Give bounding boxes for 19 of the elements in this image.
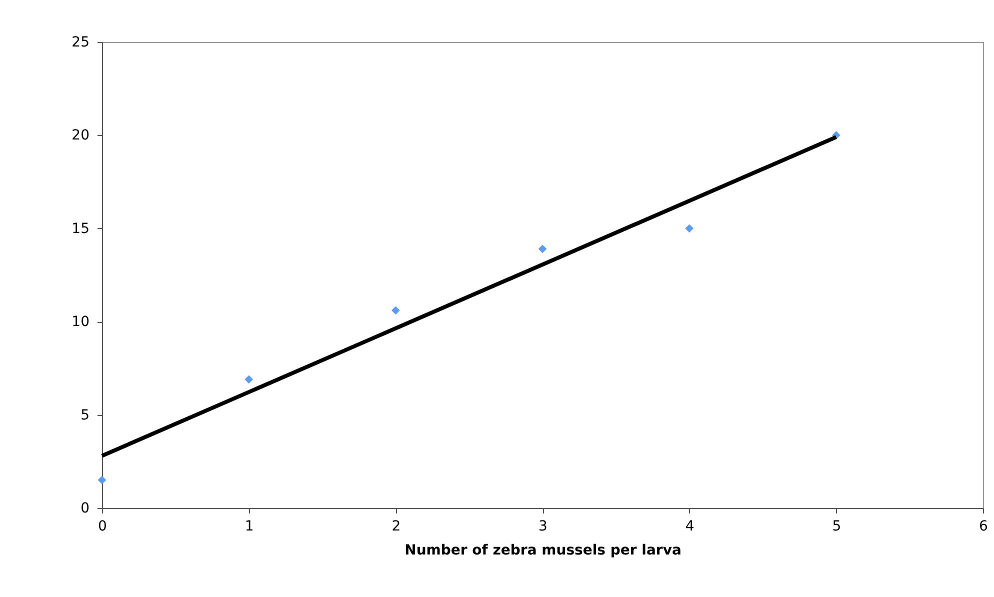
x-tick-label: 3 [538,518,548,534]
y-tick-label: 0 [80,500,90,516]
y-tick-label: 10 [72,314,90,330]
x-tick-label: 6 [979,518,988,534]
y-tick-label: 15 [72,220,90,237]
point [391,306,400,315]
x-tick-label: 2 [392,518,401,534]
point [98,476,106,484]
y-tick-label: 25 [72,34,90,50]
y-tick-label: 20 [72,128,90,144]
point [538,244,547,254]
x-axis-title: Number of zebra mussels per larva [404,542,682,558]
x-tick-label: 4 [685,518,694,534]
x-tick-label: 5 [832,518,842,534]
x-tick-label: 0 [98,518,107,534]
y-tick-label: 5 [80,407,90,424]
point [685,224,694,233]
x-tick-label: 1 [244,518,254,534]
point [244,375,254,384]
